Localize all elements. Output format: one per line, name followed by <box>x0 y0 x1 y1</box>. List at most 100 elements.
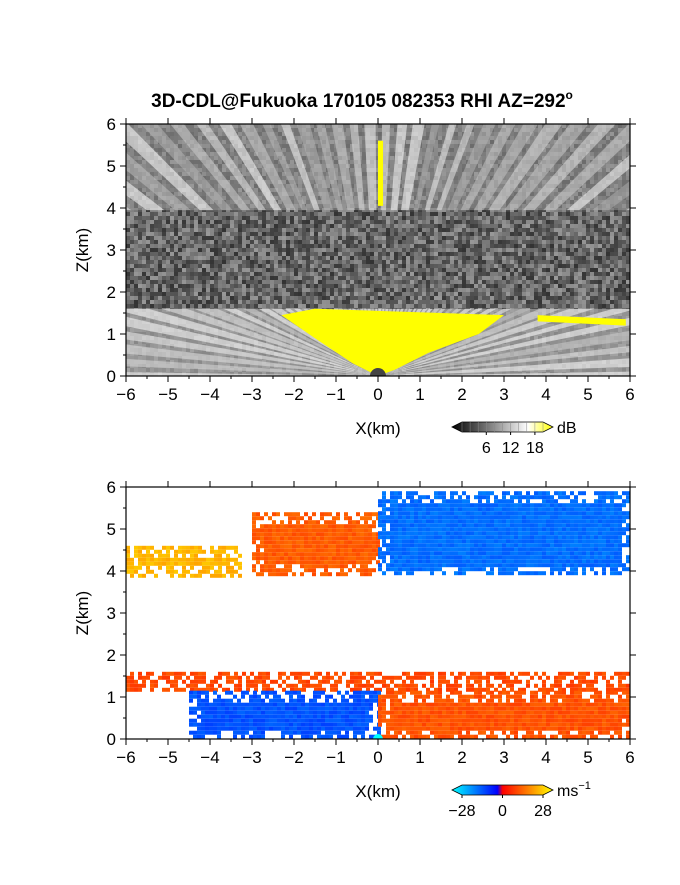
intensity-cell <box>538 244 542 248</box>
intensity-cell <box>554 248 558 252</box>
intensity-cell <box>290 240 294 244</box>
intensity-cell <box>178 228 182 232</box>
intensity-cell <box>254 276 258 280</box>
intensity-cell <box>342 272 346 276</box>
intensity-cell <box>606 248 610 252</box>
intensity-cell <box>210 224 214 228</box>
intensity-cell <box>266 212 270 216</box>
intensity-cell <box>494 252 498 256</box>
intensity-cell <box>574 216 578 220</box>
intensity-cell <box>558 236 562 240</box>
intensity-cell <box>282 212 286 216</box>
intensity-cell <box>574 220 578 224</box>
intensity-cell <box>626 236 630 240</box>
intensity-cell <box>434 228 438 232</box>
intensity-cell <box>130 256 134 260</box>
intensity-cell <box>566 256 570 260</box>
intensity-cell <box>130 260 134 264</box>
intensity-cell <box>402 236 406 240</box>
intensity-cell <box>550 276 554 280</box>
intensity-cell <box>218 260 222 264</box>
intensity-cell <box>326 260 330 264</box>
intensity-cell <box>622 256 626 260</box>
intensity-cell <box>258 280 262 284</box>
intensity-cell <box>146 252 150 256</box>
intensity-cell <box>170 252 174 256</box>
intensity-cell <box>506 232 510 236</box>
intensity-cell <box>218 240 222 244</box>
intensity-cell <box>518 224 522 228</box>
intensity-cell <box>542 264 546 268</box>
intensity-cell <box>218 264 222 268</box>
intensity-cell <box>126 240 130 244</box>
intensity-cell <box>334 232 338 236</box>
intensity-cell <box>210 228 214 232</box>
intensity-cell <box>506 212 510 216</box>
intensity-cell <box>214 220 218 224</box>
intensity-cell <box>490 244 494 248</box>
intensity-cell <box>610 256 614 260</box>
intensity-cell <box>626 224 630 228</box>
intensity-cell <box>134 240 138 244</box>
intensity-cell <box>566 248 570 252</box>
intensity-cell <box>126 260 130 264</box>
intensity-cell <box>126 272 130 276</box>
intensity-cell <box>394 216 398 220</box>
intensity-cell <box>518 244 522 248</box>
intensity-cell <box>598 256 602 260</box>
intensity-cell <box>430 220 434 224</box>
intensity-cell <box>614 232 618 236</box>
intensity-cell <box>446 260 450 264</box>
intensity-cell <box>558 276 562 280</box>
intensity-cell <box>438 224 442 228</box>
intensity-cell <box>370 236 374 240</box>
intensity-cell <box>490 256 494 260</box>
intensity-cell <box>442 224 446 228</box>
intensity-cell <box>534 276 538 280</box>
intensity-cell <box>354 216 358 220</box>
intensity-cell <box>294 264 298 268</box>
intensity-cell <box>542 252 546 256</box>
intensity-cell <box>598 276 602 280</box>
intensity-cell <box>358 280 362 284</box>
intensity-cell <box>582 240 586 244</box>
intensity-cell <box>578 216 582 220</box>
intensity-cell <box>410 256 414 260</box>
intensity-cell <box>426 236 430 240</box>
intensity-cell <box>226 236 230 240</box>
intensity-cell <box>294 240 298 244</box>
intensity-cell <box>406 232 410 236</box>
intensity-cell <box>166 260 170 264</box>
intensity-cell <box>502 272 506 276</box>
intensity-cell <box>186 220 190 224</box>
intensity-cell <box>322 248 326 252</box>
intensity-cell <box>554 228 558 232</box>
intensity-cell <box>366 228 370 232</box>
intensity-cell <box>218 232 222 236</box>
intensity-cell <box>382 256 386 260</box>
intensity-cell <box>438 268 442 272</box>
intensity-cell <box>626 240 630 244</box>
intensity-cell <box>366 280 370 284</box>
intensity-cell <box>234 256 238 260</box>
intensity-cell <box>562 256 566 260</box>
intensity-cell <box>382 264 386 268</box>
intensity-cell <box>366 252 370 256</box>
intensity-cell <box>198 252 202 256</box>
intensity-cell <box>486 252 490 256</box>
intensity-cell <box>554 212 558 216</box>
intensity-cell <box>186 236 190 240</box>
intensity-cell <box>162 216 166 220</box>
intensity-cell <box>310 220 314 224</box>
intensity-cell <box>410 252 414 256</box>
intensity-cell <box>402 216 406 220</box>
intensity-cell <box>474 248 478 252</box>
intensity-cell <box>362 280 366 284</box>
intensity-cell <box>626 268 630 272</box>
intensity-cell <box>270 252 274 256</box>
intensity-cell <box>134 272 138 276</box>
intensity-cell <box>234 260 238 264</box>
intensity-cell <box>426 260 430 264</box>
intensity-cell <box>582 232 586 236</box>
intensity-cell <box>146 276 150 280</box>
